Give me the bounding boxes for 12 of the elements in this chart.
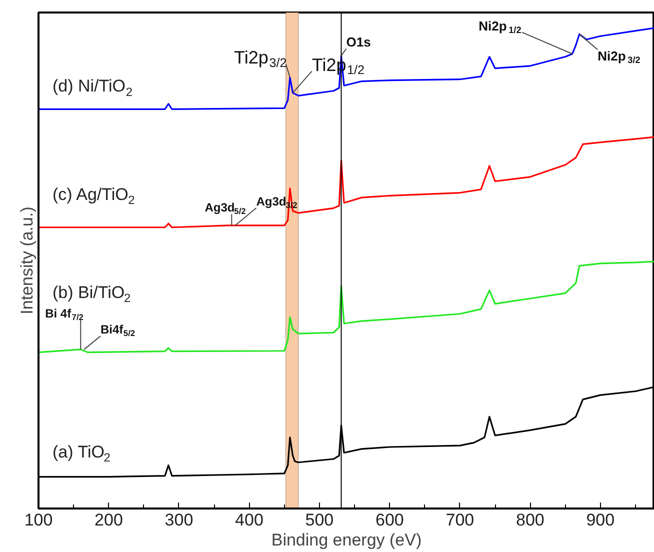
x-tick-label: 100 (24, 510, 53, 530)
x-tick-label: 400 (235, 510, 264, 530)
x-tick-label: 200 (94, 510, 123, 530)
x-tick-label: 600 (376, 510, 404, 530)
x-tick-label: 800 (516, 510, 544, 530)
y-axis-title: Intensity (a.u.) (18, 206, 36, 314)
annotation: O1s (346, 34, 371, 50)
x-tick-label: 500 (305, 510, 334, 530)
x-tick-label: 900 (586, 510, 615, 530)
x-axis-title: Binding energy (eV) (271, 530, 422, 550)
x-tick-label: 300 (164, 510, 194, 530)
x-tick-label: 700 (446, 510, 474, 530)
